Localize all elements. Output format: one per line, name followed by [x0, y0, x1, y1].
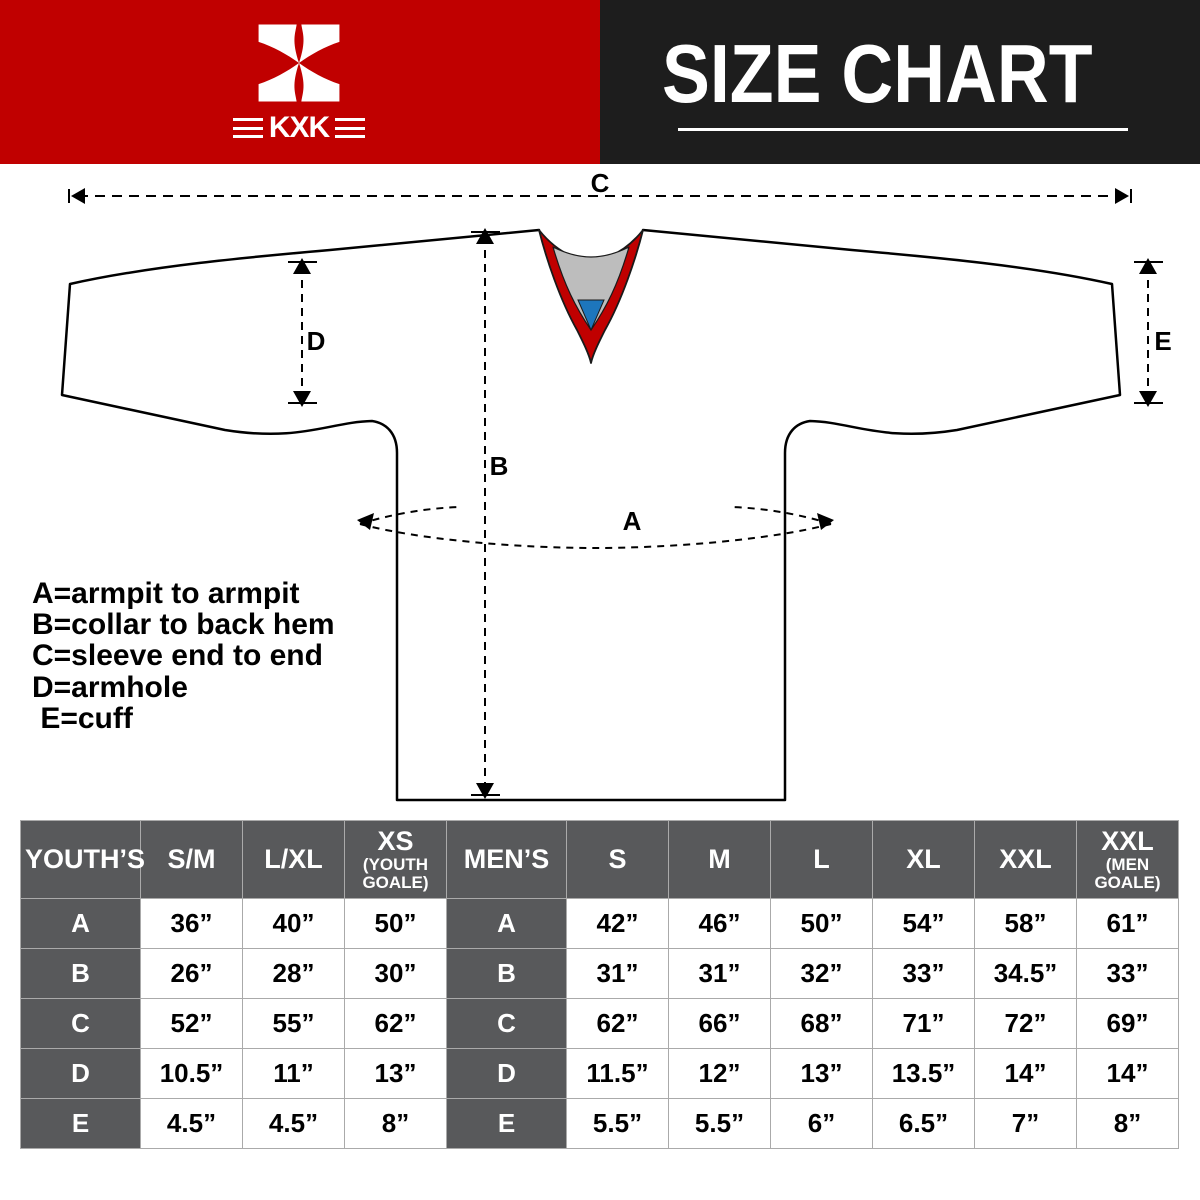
svg-text:E: E — [1154, 326, 1171, 356]
svg-text:A: A — [623, 506, 642, 536]
svg-text:D: D — [307, 326, 326, 356]
svg-text:B: B — [490, 451, 509, 481]
svg-text:C: C — [591, 168, 610, 198]
